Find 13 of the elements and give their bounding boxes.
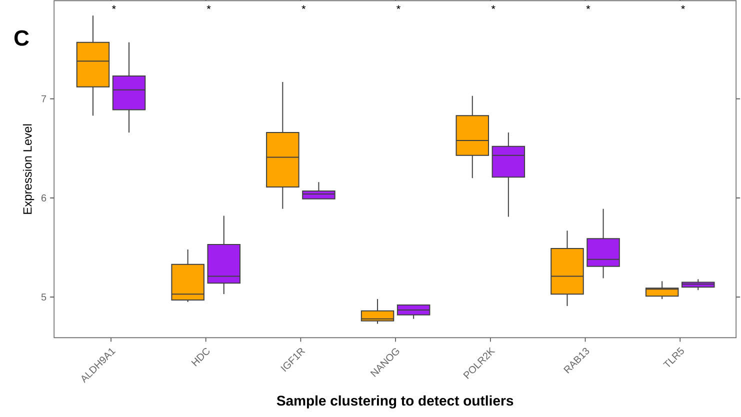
y-axis-title: Expression Level [22,124,34,214]
y-tick-label: 7 [42,95,46,102]
y-tick-label: 6 [41,194,46,202]
annotation: * [396,5,400,10]
annotation: * [112,5,116,10]
y-tick-label: 5 [41,294,46,301]
annotation: * [586,5,590,10]
annotation: * [491,5,496,10]
annotation: * [206,5,211,10]
annotation: * [681,5,686,10]
text: C [14,30,29,46]
x-axis-title: Sample clustering to detect outliers [276,395,514,408]
annotation: * [302,5,306,10]
